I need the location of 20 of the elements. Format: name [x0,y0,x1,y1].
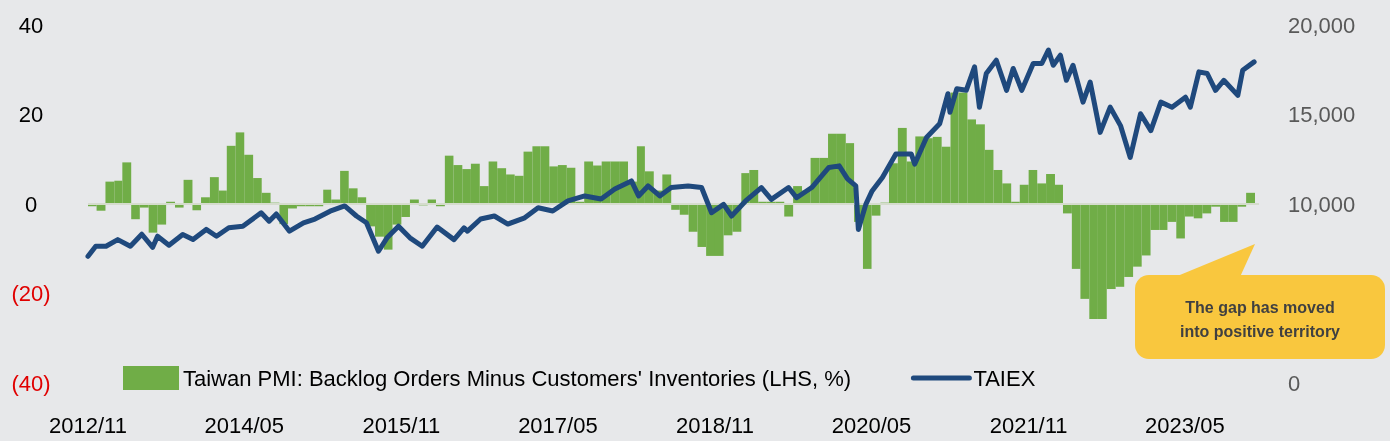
y2-tick-label: 15,000 [1288,102,1356,127]
x-tick-label: 2021/11 [989,412,1068,438]
y-tick-label: 0 [24,191,38,217]
y-tick-label: (20) [11,281,51,306]
annotation: The gap has moved into positive territory [1179,299,1341,340]
x-tick-label: 2014/05 [204,412,285,438]
x-tick-label: 2015/11 [362,412,441,438]
y2-tick-label: 0 [1288,370,1301,396]
x-tick-label: 2023/05 [1145,412,1225,438]
y-tick-label: 40 [18,12,44,38]
x-tick-label: 2020/05 [831,412,912,438]
y2-tick-label: 10,000 [1288,191,1356,217]
legend-label: Taiwan PMI: Backlog Orders Minus Customers' Inventories (LHS, %) [183,365,852,391]
y-tick-label: (40) [11,370,51,396]
y2-tick-label: 20,000 [1288,12,1356,38]
y-tick-label: 20 [18,102,44,127]
x-tick-label: 2018/11 [676,412,754,438]
x-tick-label: 2012/11 [49,412,127,438]
x-tick-label: 2017/05 [518,412,598,438]
legend-label: TAIEX [973,365,1036,391]
